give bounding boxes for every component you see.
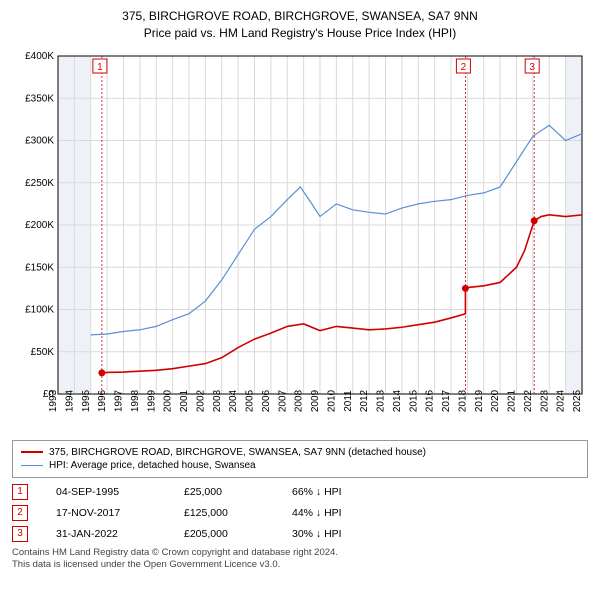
svg-text:2008: 2008: [294, 389, 305, 412]
svg-text:£100K: £100K: [25, 304, 54, 315]
svg-text:2017: 2017: [441, 389, 452, 412]
marker-date: 17-NOV-2017: [56, 507, 156, 519]
marker-badge: 3: [12, 526, 28, 542]
marker-table: 1 04-SEP-1995 £25,000 66% ↓ HPI 2 17-NOV-2017…: [12, 484, 588, 542]
footer-line-2: This data is licensed under the Open Gov…: [12, 559, 588, 571]
svg-text:2024: 2024: [556, 389, 567, 412]
svg-text:2011: 2011: [343, 389, 354, 411]
footer-attribution: Contains HM Land Registry data © Crown c…: [12, 547, 588, 572]
legend-swatch: [21, 451, 43, 453]
marker-row: 1 04-SEP-1995 £25,000 66% ↓ HPI: [12, 484, 588, 500]
svg-text:2003: 2003: [212, 389, 223, 412]
svg-text:1993: 1993: [48, 389, 59, 412]
legend-row: HPI: Average price, detached house, Swan…: [21, 460, 579, 471]
svg-text:£150K: £150K: [25, 262, 54, 273]
svg-text:2015: 2015: [408, 389, 419, 412]
svg-text:2007: 2007: [277, 389, 288, 412]
svg-text:2002: 2002: [195, 389, 206, 412]
svg-text:2020: 2020: [490, 389, 501, 412]
svg-text:2004: 2004: [228, 389, 239, 412]
title-line-1: 375, BIRCHGROVE ROAD, BIRCHGROVE, SWANSE…: [12, 8, 588, 25]
svg-text:2014: 2014: [392, 389, 403, 412]
svg-text:2022: 2022: [523, 389, 534, 412]
chart-area: £0£50K£100K£150K£200K£250K£300K£350K£400…: [12, 46, 588, 436]
legend-label: 375, BIRCHGROVE ROAD, BIRCHGROVE, SWANSE…: [49, 447, 426, 458]
legend-label: HPI: Average price, detached house, Swan…: [49, 460, 256, 471]
svg-text:1997: 1997: [114, 389, 125, 412]
svg-text:2005: 2005: [245, 389, 256, 412]
svg-text:1996: 1996: [97, 389, 108, 412]
chart-title: 375, BIRCHGROVE ROAD, BIRCHGROVE, SWANSE…: [12, 8, 588, 42]
root: 375, BIRCHGROVE ROAD, BIRCHGROVE, SWANSE…: [0, 0, 600, 590]
svg-text:£250K: £250K: [25, 177, 54, 188]
svg-text:2: 2: [461, 62, 467, 73]
svg-text:£350K: £350K: [25, 93, 54, 104]
svg-text:£50K: £50K: [31, 346, 55, 357]
svg-text:2013: 2013: [376, 389, 387, 412]
svg-text:2019: 2019: [474, 389, 485, 412]
svg-text:1: 1: [97, 62, 103, 73]
svg-text:2023: 2023: [539, 389, 550, 412]
svg-text:2001: 2001: [179, 389, 190, 412]
svg-text:3: 3: [529, 62, 535, 73]
marker-price: £125,000: [184, 507, 264, 519]
svg-text:2025: 2025: [572, 389, 583, 412]
marker-row: 3 31-JAN-2022 £205,000 30% ↓ HPI: [12, 526, 588, 542]
marker-hpi-diff: 66% ↓ HPI: [292, 486, 392, 498]
legend: 375, BIRCHGROVE ROAD, BIRCHGROVE, SWANSE…: [12, 440, 588, 478]
svg-text:1998: 1998: [130, 389, 141, 412]
svg-text:£400K: £400K: [25, 51, 54, 62]
marker-hpi-diff: 30% ↓ HPI: [292, 528, 392, 540]
svg-text:1995: 1995: [81, 389, 92, 412]
marker-badge: 2: [12, 505, 28, 521]
svg-text:2012: 2012: [359, 389, 370, 412]
svg-text:2018: 2018: [457, 389, 468, 412]
footer-line-1: Contains HM Land Registry data © Crown c…: [12, 547, 588, 559]
svg-text:£200K: £200K: [25, 220, 54, 231]
svg-text:2009: 2009: [310, 389, 321, 412]
svg-text:1999: 1999: [146, 389, 157, 412]
marker-date: 31-JAN-2022: [56, 528, 156, 540]
svg-text:2000: 2000: [163, 389, 174, 412]
marker-row: 2 17-NOV-2017 £125,000 44% ↓ HPI: [12, 505, 588, 521]
svg-text:2021: 2021: [507, 389, 518, 412]
legend-row: 375, BIRCHGROVE ROAD, BIRCHGROVE, SWANSE…: [21, 447, 579, 458]
marker-price: £25,000: [184, 486, 264, 498]
marker-date: 04-SEP-1995: [56, 486, 156, 498]
svg-text:£300K: £300K: [25, 135, 54, 146]
title-line-2: Price paid vs. HM Land Registry's House …: [12, 25, 588, 42]
svg-text:2010: 2010: [326, 389, 337, 412]
svg-text:1994: 1994: [64, 389, 75, 412]
svg-text:2006: 2006: [261, 389, 272, 412]
chart-svg: £0£50K£100K£150K£200K£250K£300K£350K£400…: [12, 46, 588, 436]
svg-text:2016: 2016: [425, 389, 436, 412]
marker-hpi-diff: 44% ↓ HPI: [292, 507, 392, 519]
legend-swatch: [21, 465, 43, 466]
marker-badge: 1: [12, 484, 28, 500]
marker-price: £205,000: [184, 528, 264, 540]
